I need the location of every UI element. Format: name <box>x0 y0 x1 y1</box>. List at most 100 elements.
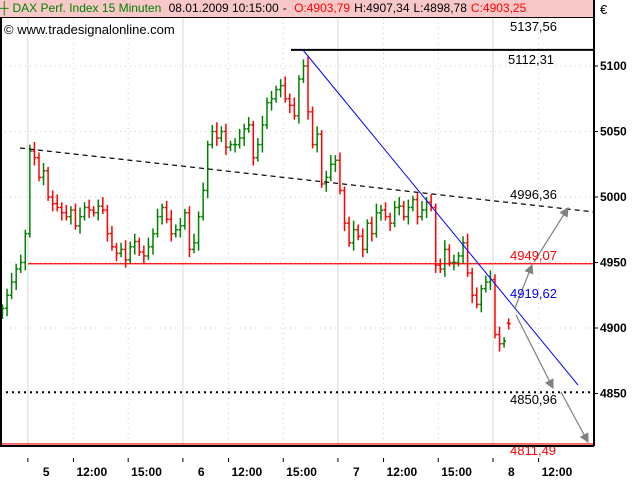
ohlc-bar <box>296 75 301 124</box>
ohlc-bar <box>187 206 192 258</box>
ohlc-bar <box>438 258 443 273</box>
y-tick-label: 5000 <box>600 190 627 204</box>
level-label: 5112,31 <box>508 52 554 67</box>
open-value: O:4903,79 <box>294 1 351 15</box>
currency-label: € <box>600 2 608 17</box>
bar-chart-icon: ┼ <box>0 1 9 15</box>
ohlc-bar <box>169 210 174 242</box>
ohlc-bar <box>433 203 438 273</box>
x-tick-label: 12:00 <box>76 465 107 479</box>
ohlc-bar <box>68 206 73 225</box>
ohlc-bar <box>447 244 452 267</box>
chart-header: ┼ DAX Perf. Index 15 Minuten 08.01.2009 1… <box>0 0 593 18</box>
ohlc-bar <box>192 233 197 254</box>
x-tick-label: 15:00 <box>286 465 317 479</box>
ohlc-bar <box>137 237 142 256</box>
scenario-arrow <box>515 314 554 390</box>
x-tick-label: 7 <box>353 465 360 479</box>
ohlc-bar <box>337 152 342 195</box>
ohlc-bar <box>255 138 260 162</box>
ohlc-bar <box>429 194 434 212</box>
ohlc-bar <box>319 130 324 188</box>
ohlc-bar <box>292 97 297 120</box>
ohlc-bar <box>251 121 256 166</box>
ohlc-bar <box>260 115 265 153</box>
ohlc-bar <box>465 233 470 277</box>
ohlc-bar <box>264 97 269 129</box>
ohlc-bar <box>246 117 251 133</box>
ohlc-bar <box>388 212 393 232</box>
ohlc-bar <box>420 200 425 221</box>
ohlc-bar <box>210 124 215 149</box>
dashed-trendline <box>19 147 595 213</box>
x-tick-label: 12:00 <box>232 465 263 479</box>
ohlc-bar <box>378 204 383 221</box>
x-tick-label: 15:00 <box>131 465 162 479</box>
ohlc-bar <box>347 216 352 247</box>
ohlc-bar <box>306 56 311 120</box>
ohlc-bar <box>369 216 374 242</box>
ohlc-bar <box>214 122 219 146</box>
ohlc-bar <box>196 211 201 251</box>
ohlc-bar <box>109 225 114 251</box>
ohlc-bar <box>100 197 105 215</box>
ohlc-bar <box>50 190 55 212</box>
ohlc-bar <box>483 275 488 293</box>
ohlc-bar <box>164 200 169 224</box>
instrument-title: DAX Perf. Index 15 Minuten <box>12 1 162 15</box>
ohlc-bar <box>365 219 370 254</box>
ohlc-bar <box>78 207 83 234</box>
ohlc-bar <box>223 123 228 156</box>
blue-trendline <box>302 49 579 386</box>
ohlc-bar <box>91 206 96 217</box>
ohlc-bar <box>397 197 402 216</box>
ohlc-bar <box>155 208 160 238</box>
ohlc-bar <box>342 186 347 232</box>
ohlc-bar <box>410 195 415 212</box>
ohlc-bar <box>178 217 183 238</box>
ohlc-bar <box>474 287 479 309</box>
close-value: C:4903,25 <box>470 1 527 15</box>
y-tick-label: 4950 <box>600 256 627 270</box>
ohlc-bar <box>461 236 466 264</box>
ohlc-bar <box>82 202 87 221</box>
ohlc-bar <box>141 245 146 264</box>
ohlc-bar <box>23 229 28 271</box>
level-label: 4850,96 <box>510 392 557 407</box>
ohlc-bar <box>442 240 447 277</box>
ohlc-bar <box>301 59 306 84</box>
ohlc-bar <box>173 224 178 238</box>
ohlc-bar <box>374 203 379 238</box>
ohlc-bar <box>333 155 338 173</box>
ohlc-bar <box>310 106 315 149</box>
ohlc-bar <box>497 326 502 352</box>
ohlc-bar <box>150 228 155 255</box>
ohlc-bar <box>406 199 411 225</box>
ohlc-bar <box>360 228 365 258</box>
ohlc-bar <box>87 199 92 218</box>
ohlc-bar <box>492 274 497 339</box>
separator: - <box>282 1 287 15</box>
ohlc-bar <box>128 241 133 264</box>
ohlc-bar <box>415 193 420 225</box>
ohlc-bar <box>59 202 64 221</box>
ohlc-bar <box>479 284 484 313</box>
x-tick-label: 15:00 <box>441 465 472 479</box>
ohlc-bar <box>383 202 388 221</box>
ohlc-bar <box>27 144 32 238</box>
x-tick-label: 5 <box>43 465 50 479</box>
ohlc-bar <box>351 220 356 251</box>
ohlc-bar <box>182 208 187 230</box>
scenario-arrow <box>560 391 589 444</box>
ohlc-bar <box>219 126 224 142</box>
ohlc-bar <box>315 126 320 153</box>
ohlc-bar <box>201 182 206 221</box>
ohlc-bar <box>32 141 37 166</box>
ohlc-bar <box>132 233 137 255</box>
ohlc-bar <box>105 204 110 242</box>
ohlc-bar <box>228 140 233 152</box>
level-label: 5137,56 <box>510 19 557 34</box>
ohlc-bar <box>328 155 333 182</box>
ohlc-bar <box>237 128 242 149</box>
